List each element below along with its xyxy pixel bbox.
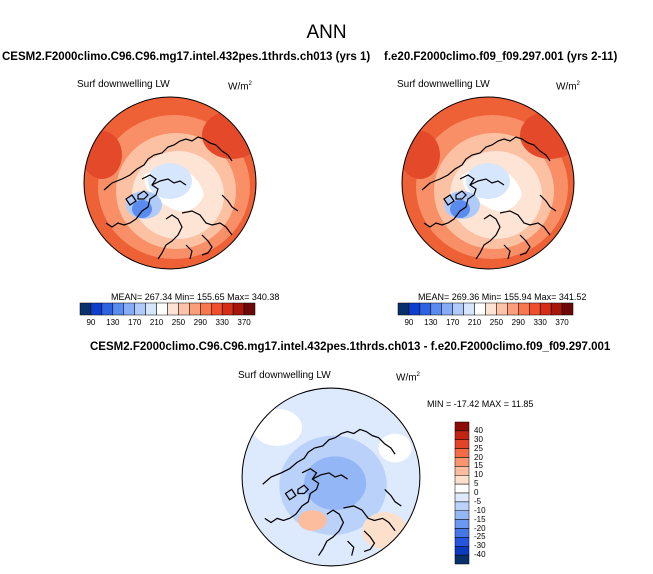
colorbar-box — [454, 528, 470, 538]
colorbar-box — [156, 302, 168, 316]
panel-1-title: CESM2.F2000climo.C96.C96.mg17.intel.432p… — [2, 51, 371, 63]
colorbar-box — [408, 302, 421, 316]
colorbar-box — [485, 302, 497, 316]
colorbar-box — [463, 302, 475, 316]
colorbar-box — [474, 302, 486, 316]
colorbar-box — [178, 302, 190, 316]
colorbar-tick-label: 290 — [511, 318, 525, 327]
colorbar-tick-label: 90 — [404, 318, 414, 327]
colorbar-box — [189, 302, 201, 316]
colorbar-box — [397, 302, 410, 316]
colorbar-box — [123, 302, 135, 316]
colorbar-box — [454, 546, 470, 556]
diff-panel-stats: MIN = -17.42 MAX = 11.85 — [427, 399, 534, 409]
colorbar-tick-label: -40 — [474, 550, 486, 560]
colorbar-tick-label: 250 — [489, 318, 504, 327]
colorbar-box — [243, 302, 256, 316]
diff-panel-variable-label: Surf downwelling LW — [238, 370, 331, 381]
colorbar-tick-label: 30 — [474, 434, 483, 444]
colorbar-tick-label: 210 — [467, 318, 482, 327]
colorbar-box — [90, 302, 103, 316]
panel-2-title: f.e20.F2000climo.f09_f09.297.001 (yrs 2-… — [384, 51, 618, 63]
figure-title: ANN — [306, 22, 347, 43]
diff-panel-title: CESM2.F2000climo.C96.C96.mg17.intel.432p… — [90, 341, 611, 353]
colorbar-tick-label: -30 — [474, 541, 486, 551]
diff-panel-colorbar — [454, 421, 470, 565]
colorbar-tick-label: 90 — [86, 318, 96, 327]
colorbar-box — [454, 492, 470, 503]
panel-1-polar-map — [83, 96, 257, 270]
colorbar-tick-label: 25 — [474, 443, 483, 453]
colorbar-box — [79, 302, 92, 316]
colorbar-tick-label: 330 — [533, 318, 547, 327]
diff-panel-polar-map — [241, 387, 421, 567]
panel-1-stats: MEAN= 267.34 Min= 155.65 Max= 340.38 — [111, 292, 280, 302]
colorbar-box — [454, 501, 470, 511]
panel-2-polar-map — [401, 96, 575, 270]
colorbar-box — [539, 302, 552, 316]
panel-1-units: W/m2 — [228, 81, 252, 93]
colorbar-box — [454, 475, 470, 485]
colorbar-box — [496, 302, 508, 316]
colorbar-box — [454, 519, 470, 529]
colorbar-box — [200, 302, 212, 316]
colorbar-box — [145, 302, 157, 316]
colorbar-tick-label: 0 — [474, 488, 479, 497]
colorbar-tick-label: 370 — [237, 318, 251, 327]
colorbar-box — [454, 457, 470, 467]
diff-panel-units: W/m2 — [396, 372, 420, 384]
colorbar-box — [454, 483, 470, 494]
panel-2-units: W/m2 — [556, 81, 580, 93]
colorbar-box — [441, 302, 453, 316]
colorbar-box — [454, 448, 470, 458]
colorbar-tick-label: -10 — [474, 505, 486, 515]
colorbar-tick-label: -20 — [474, 523, 486, 533]
panel-1-colorbar — [79, 302, 256, 316]
colorbar-box — [454, 554, 470, 565]
colorbar-tick-label: -25 — [474, 532, 486, 542]
colorbar-box — [232, 302, 245, 316]
colorbar-box — [507, 302, 519, 316]
colorbar-box — [529, 302, 541, 316]
colorbar-tick-label: 250 — [171, 318, 186, 327]
colorbar-tick-label: 15 — [474, 461, 483, 471]
colorbar-box — [221, 302, 234, 316]
colorbar-box — [419, 302, 432, 316]
colorbar-box — [550, 302, 563, 316]
colorbar-box — [454, 537, 470, 547]
colorbar-box — [430, 302, 442, 316]
colorbar-box — [454, 421, 470, 432]
colorbar-tick-label: 370 — [555, 318, 569, 327]
colorbar-tick-label: 170 — [446, 318, 460, 327]
colorbar-box — [211, 302, 223, 316]
panel-2-stats: MEAN= 269.36 Min= 155.94 Max= 341.52 — [418, 292, 587, 302]
panel-1-variable-label: Surf downwelling LW — [77, 79, 170, 90]
colorbar-box — [454, 439, 470, 449]
colorbar-box — [454, 510, 470, 520]
colorbar-box — [134, 302, 146, 316]
colorbar-tick-label: 290 — [193, 318, 207, 327]
colorbar-tick-label: 130 — [424, 318, 438, 327]
colorbar-box — [167, 302, 179, 316]
colorbar-tick-label: -5 — [474, 496, 482, 506]
colorbar-tick-label: -15 — [474, 514, 486, 524]
panel-2-variable-label: Surf downwelling LW — [397, 79, 490, 90]
colorbar-tick-label: 330 — [215, 318, 229, 327]
colorbar-tick-label: 5 — [474, 479, 479, 489]
colorbar-box — [561, 302, 574, 316]
colorbar-tick-label: 210 — [149, 318, 164, 327]
colorbar-tick-label: 130 — [106, 318, 120, 327]
colorbar-tick-label: 40 — [474, 425, 483, 435]
colorbar-box — [452, 302, 464, 316]
colorbar-box — [518, 302, 530, 316]
colorbar-tick-label: 170 — [128, 318, 142, 327]
colorbar-box — [454, 430, 470, 440]
panel-2-colorbar — [397, 302, 574, 316]
colorbar-box — [112, 302, 124, 316]
colorbar-tick-label: 20 — [474, 452, 483, 462]
colorbar-box — [454, 466, 470, 476]
colorbar-tick-label: 10 — [474, 470, 483, 480]
colorbar-box — [101, 302, 114, 316]
